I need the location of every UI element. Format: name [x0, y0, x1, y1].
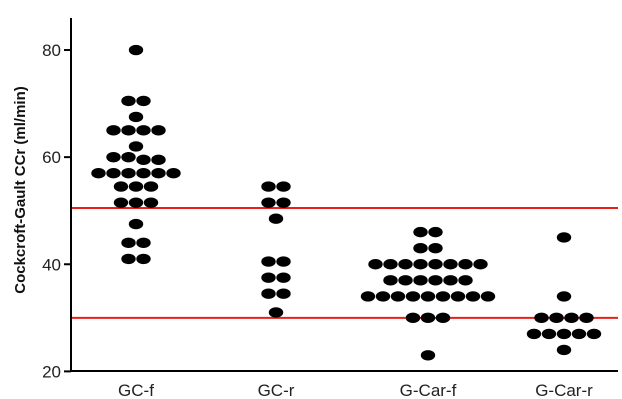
point-G-Car-f-24	[450, 291, 466, 302]
point-GC-f-13	[136, 154, 151, 166]
point-GC-r-8	[276, 272, 291, 283]
point-G-Car-r-0	[556, 232, 572, 243]
x-category-label-GC-r: GC-r	[258, 381, 295, 399]
point-GC-f-17	[121, 168, 136, 179]
data-points	[91, 44, 602, 361]
point-GC-r-6	[276, 256, 291, 267]
point-GC-f-18	[136, 168, 151, 179]
point-G-Car-f-0	[413, 226, 428, 238]
point-G-Car-r-8	[556, 328, 572, 340]
point-GC-f-4	[136, 95, 151, 107]
point-GC-f-21	[113, 181, 129, 192]
point-GC-f-28	[121, 237, 136, 249]
point-GC-f-31	[136, 253, 151, 265]
point-GC-r-5	[261, 256, 276, 267]
point-G-Car-f-10	[458, 259, 473, 270]
point-GC-r-10	[276, 288, 291, 299]
point-G-Car-f-6	[398, 259, 413, 270]
point-G-Car-f-19	[375, 291, 391, 302]
point-GC-f-8	[136, 125, 151, 136]
point-GC-r-4	[268, 213, 284, 224]
y-tick-label-60: 60	[42, 148, 61, 167]
axis-labels: 20406080100GC-fGC-rG-Car-fG-Car-r	[42, 41, 593, 399]
axes	[64, 18, 618, 373]
x-category-label-G-Car-f: G-Car-f	[400, 381, 457, 399]
point-G-Car-r-2	[534, 312, 549, 324]
point-G-Car-r-1	[556, 291, 572, 302]
point-GC-f-23	[143, 181, 159, 192]
point-G-Car-f-27	[405, 312, 421, 324]
point-GC-f-15	[91, 168, 106, 179]
point-GC-r-11	[268, 307, 284, 318]
point-G-Car-f-28	[420, 312, 436, 324]
point-G-Car-f-21	[405, 291, 421, 302]
point-G-Car-f-17	[458, 275, 473, 286]
point-GC-f-27	[128, 218, 144, 230]
point-G-Car-f-3	[428, 242, 443, 254]
point-G-Car-r-3	[549, 312, 564, 324]
point-G-Car-r-6	[526, 328, 542, 340]
point-G-Car-r-4	[564, 312, 579, 324]
point-G-Car-f-13	[398, 275, 413, 286]
point-GC-f-7	[121, 125, 136, 136]
point-GC-f-20	[166, 168, 181, 179]
point-GC-f-24	[113, 197, 129, 208]
point-GC-r-9	[261, 288, 276, 299]
x-category-label-G-Car-r: G-Car-r	[535, 381, 593, 399]
point-G-Car-f-14	[413, 275, 428, 286]
point-G-Car-f-8	[428, 259, 443, 270]
point-GC-f-3	[121, 95, 136, 107]
point-GC-r-7	[261, 272, 276, 283]
point-G-Car-f-9	[443, 259, 458, 270]
point-GC-f-30	[121, 253, 136, 265]
point-G-Car-f-16	[443, 275, 458, 286]
y-axis-title: Cockcroft-Gault CCr (ml/min)	[12, 86, 29, 294]
y-tick-label-20: 20	[42, 362, 61, 381]
point-GC-f-6	[106, 125, 121, 136]
point-G-Car-f-29	[435, 312, 451, 324]
point-GC-r-3	[276, 197, 291, 208]
point-GC-f-19	[151, 168, 166, 179]
x-category-label-GC-f: GC-f	[118, 381, 154, 399]
point-GC-f-16	[106, 168, 121, 179]
point-G-Car-f-2	[413, 242, 428, 254]
point-GC-f-29	[136, 237, 151, 249]
point-G-Car-f-23	[435, 291, 451, 302]
point-GC-f-26	[143, 197, 159, 208]
point-GC-f-25	[128, 197, 144, 208]
point-GC-r-1	[276, 181, 291, 192]
point-G-Car-f-7	[413, 259, 428, 270]
point-G-Car-r-9	[571, 328, 587, 340]
point-G-Car-f-15	[428, 275, 443, 286]
point-G-Car-f-1	[428, 226, 443, 238]
point-G-Car-f-11	[473, 259, 488, 270]
point-G-Car-r-5	[579, 312, 594, 324]
y-tick-label-40: 40	[42, 255, 61, 274]
point-G-Car-f-12	[383, 275, 398, 286]
point-G-Car-f-20	[390, 291, 406, 302]
point-G-Car-f-25	[465, 291, 481, 302]
point-GC-f-5	[128, 111, 144, 123]
point-G-Car-f-18	[360, 291, 376, 302]
point-GC-f-9	[151, 125, 166, 136]
point-GC-f-2	[128, 44, 144, 56]
point-G-Car-r-10	[586, 328, 602, 340]
point-G-Car-f-5	[383, 259, 398, 270]
point-G-Car-r-7	[541, 328, 557, 340]
point-GC-f-12	[121, 151, 136, 163]
point-G-Car-f-26	[480, 291, 496, 302]
point-G-Car-r-11	[556, 344, 572, 356]
point-GC-f-11	[106, 151, 121, 163]
point-G-Car-f-30	[420, 350, 436, 361]
y-tick-label-80: 80	[42, 41, 61, 60]
point-G-Car-f-22	[420, 291, 436, 302]
point-GC-f-10	[128, 141, 144, 152]
reference-lines	[71, 207, 618, 319]
point-GC-f-22	[128, 181, 144, 192]
point-GC-r-2	[261, 197, 276, 208]
point-GC-f-14	[151, 154, 166, 166]
point-G-Car-f-4	[368, 259, 383, 270]
point-GC-r-0	[261, 181, 276, 192]
